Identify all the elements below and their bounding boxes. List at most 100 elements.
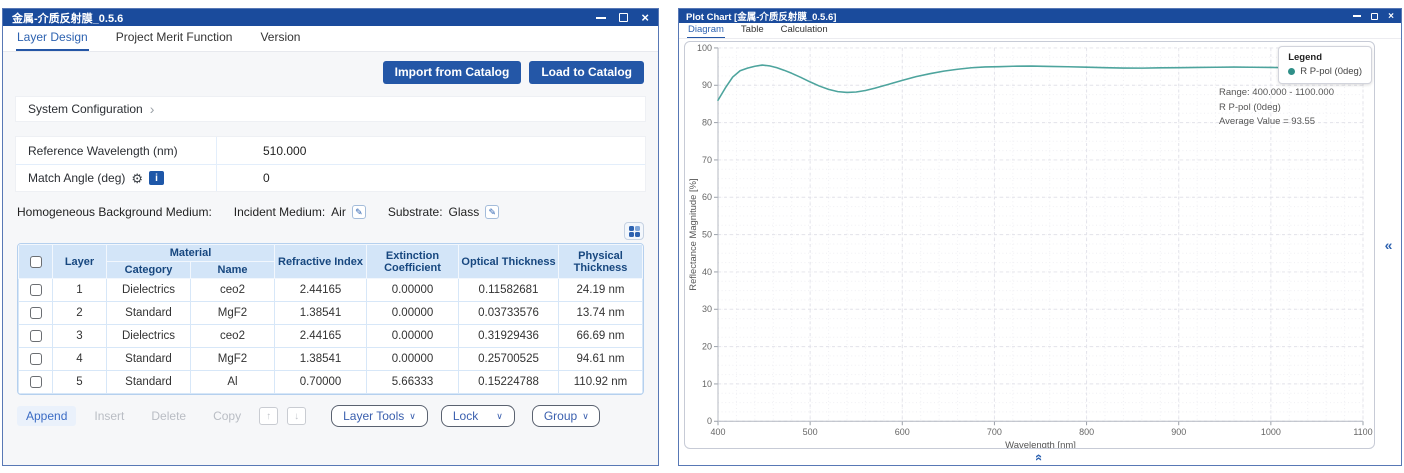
table-cell[interactable]: ceo2 <box>190 324 275 348</box>
collapse-panel-left-icon[interactable]: « <box>1384 237 1393 253</box>
table-cell[interactable]: 110.92 nm <box>558 370 643 394</box>
chart-legend: Legend R P-pol (0deg) <box>1278 46 1372 84</box>
tab-version[interactable]: Version <box>260 30 301 44</box>
table-cell[interactable]: 5.66333 <box>366 370 459 394</box>
layer-table-body: 1 Dielectrics ceo2 2.44165 0.00000 0.11582681… <box>18 278 643 394</box>
bottom-strip: « <box>679 450 1401 465</box>
reference-wavelength-value[interactable]: 510.000 <box>216 137 645 164</box>
svg-text:80: 80 <box>702 118 712 128</box>
table-cell[interactable]: 2 <box>52 301 107 325</box>
collapse-panel-up-icon[interactable]: « <box>1032 453 1048 462</box>
row-checkbox[interactable] <box>29 352 42 365</box>
delete-button[interactable]: Delete <box>151 409 187 423</box>
tab-calculation[interactable]: Calculation <box>780 24 828 35</box>
svg-text:50: 50 <box>702 230 712 240</box>
column-settings-button[interactable] <box>624 222 644 240</box>
table-cell[interactable]: 94.61 nm <box>558 347 643 371</box>
background-medium-row: Homogeneous Background Medium: Incident … <box>17 202 644 222</box>
copy-button[interactable]: Copy <box>213 409 242 423</box>
row-checkbox[interactable] <box>29 329 42 342</box>
edit-incident-medium-icon[interactable]: ✎ <box>351 205 366 219</box>
svg-text:1100: 1100 <box>1353 427 1372 437</box>
insert-button[interactable]: Insert <box>94 409 125 423</box>
up-arrow-icon: ↑ <box>266 410 272 422</box>
table-cell[interactable]: Standard <box>106 301 191 325</box>
table-cell[interactable]: 0.31929436 <box>458 324 559 348</box>
tab-layer-design[interactable]: Layer Design <box>16 27 89 51</box>
table-cell[interactable]: Dielectrics <box>106 278 191 302</box>
tab-table[interactable]: Table <box>740 24 764 35</box>
svg-text:700: 700 <box>987 427 1002 437</box>
table-cell[interactable]: 24.19 nm <box>558 278 643 302</box>
left-window-title: 金属-介质反射膜_0.5.6 <box>12 12 124 25</box>
maximize-icon[interactable] <box>619 13 629 22</box>
legend-item-rppol[interactable]: R P-pol (0deg) <box>1288 66 1362 77</box>
table-cell[interactable]: ceo2 <box>190 278 275 302</box>
close-icon[interactable]: × <box>641 10 649 25</box>
group-dropdown[interactable]: Group ∨ <box>531 405 600 427</box>
table-cell[interactable]: 2.44165 <box>274 278 367 302</box>
move-up-button[interactable]: ↑ <box>259 407 279 425</box>
tab-project-merit-function[interactable]: Project Merit Function <box>115 30 233 44</box>
range-annotation: × Range: 400.000 - 1100.000 R P-pol (0de… <box>1219 75 1334 130</box>
table-cell[interactable]: 0.70000 <box>274 370 367 394</box>
load-to-catalog-button[interactable]: Load to Catalog <box>529 61 644 84</box>
append-button[interactable]: Append <box>17 406 77 426</box>
row-checkbox[interactable] <box>29 306 42 319</box>
table-cell[interactable]: MgF2 <box>190 301 275 325</box>
table-cell[interactable]: 4 <box>52 347 107 371</box>
layer-tools-dropdown[interactable]: Layer Tools ∨ <box>331 405 428 427</box>
gear-icon[interactable]: ⚙ <box>131 170 144 186</box>
col-header-extinction-coefficient: Extinction Coefficient <box>366 244 459 279</box>
table-cell[interactable]: 1.38541 <box>274 347 367 371</box>
legend-dot <box>1288 68 1296 75</box>
table-cell[interactable]: Al <box>190 370 275 394</box>
svg-text:40: 40 <box>702 267 712 277</box>
row-checkbox-cell <box>18 278 53 302</box>
table-cell[interactable]: 0.15224788 <box>458 370 559 394</box>
maximize-icon[interactable] <box>1371 12 1379 20</box>
row-checkbox[interactable] <box>29 283 42 296</box>
svg-text:Wavelength [nm]: Wavelength [nm] <box>1005 440 1076 448</box>
table-cell[interactable]: 0.11582681 <box>458 278 559 302</box>
minimize-icon[interactable] <box>596 16 607 19</box>
edit-substrate-icon[interactable]: ✎ <box>485 205 500 219</box>
table-cell[interactable]: 0.00000 <box>366 278 459 302</box>
table-cell[interactable]: 66.69 nm <box>558 324 643 348</box>
col-header-refractive-index: Refractive Index <box>274 244 367 279</box>
table-cell[interactable]: Standard <box>106 370 191 394</box>
select-all-checkbox[interactable] <box>29 255 42 268</box>
table-cell[interactable]: 1.38541 <box>274 301 367 325</box>
table-row: 5 Standard Al 0.70000 5.66333 0.15224788 110.9… <box>18 370 643 394</box>
table-cell[interactable]: 13.74 nm <box>558 301 643 325</box>
table-cell[interactable]: 1 <box>52 278 107 302</box>
table-cell[interactable]: 5 <box>52 370 107 394</box>
table-cell[interactable]: 0.25700525 <box>458 347 559 371</box>
info-icon[interactable]: i <box>149 171 165 185</box>
row-checkbox[interactable] <box>29 375 42 388</box>
system-configuration-header[interactable]: System Configuration › <box>15 96 646 122</box>
chevron-down-icon: ∨ <box>496 410 503 421</box>
table-cell[interactable]: Standard <box>106 347 191 371</box>
table-cell[interactable]: Dielectrics <box>106 324 191 348</box>
match-angle-row: Match Angle (deg) ⚙ i 0 <box>16 164 645 191</box>
table-cell[interactable]: MgF2 <box>190 347 275 371</box>
move-down-button[interactable]: ↓ <box>287 407 307 425</box>
table-cell[interactable]: 0.03733576 <box>458 301 559 325</box>
table-cell[interactable]: 3 <box>52 324 107 348</box>
lock-dropdown[interactable]: Lock ∨ <box>440 405 515 427</box>
substrate-value: Glass <box>448 205 480 219</box>
table-cell[interactable]: 0.00000 <box>366 347 459 371</box>
import-from-catalog-button[interactable]: Import from Catalog <box>382 61 522 84</box>
reference-wavelength-label: Reference Wavelength (nm) <box>28 143 178 158</box>
table-cell[interactable]: 0.00000 <box>366 324 459 348</box>
match-angle-value[interactable]: 0 <box>216 165 645 191</box>
reflectance-chart-svg: 400 500 600 700 800 900 1000 1100 0 10 20 30 40 50 60 7… <box>688 43 1373 448</box>
table-cell[interactable]: 0.00000 <box>366 301 459 325</box>
close-icon[interactable]: × <box>1388 10 1394 22</box>
layer-table-header: Layer Material Refractive Index Extincti… <box>18 244 643 279</box>
table-cell[interactable]: 2.44165 <box>274 324 367 348</box>
minimize-icon[interactable] <box>1353 15 1362 17</box>
svg-text:90: 90 <box>702 80 712 90</box>
tab-diagram[interactable]: Diagram <box>687 23 725 38</box>
